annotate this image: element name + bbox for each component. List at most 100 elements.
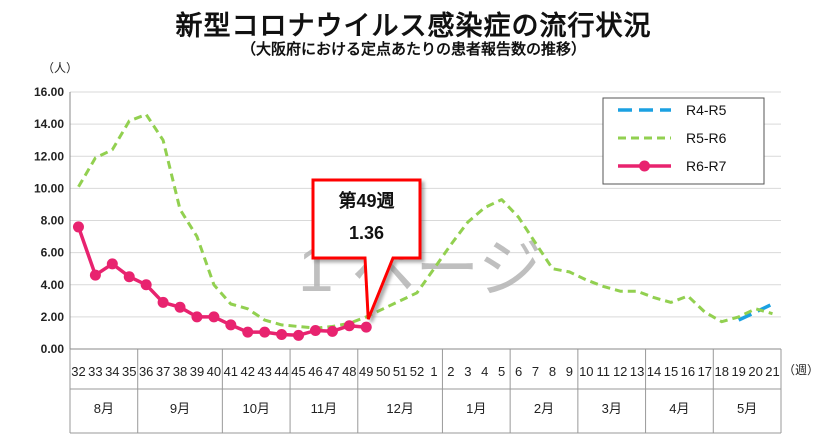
month-label: 9月 xyxy=(170,401,190,416)
month-label: 8月 xyxy=(94,401,114,416)
x-tick-label: 20 xyxy=(748,364,762,379)
legend-box xyxy=(602,97,765,185)
x-tick-label: 41 xyxy=(224,364,238,379)
x-tick-label: 51 xyxy=(393,364,407,379)
x-tick-label: 44 xyxy=(274,364,288,379)
data-point xyxy=(225,319,237,331)
x-tick-label: 49 xyxy=(359,364,373,379)
data-point xyxy=(360,321,372,333)
legend-marker xyxy=(639,160,650,172)
x-tick-label: 50 xyxy=(376,364,390,379)
month-label: 5月 xyxy=(737,401,757,416)
month-label: 12月 xyxy=(386,401,413,416)
x-tick-label: 37 xyxy=(156,364,170,379)
callout: 第49週 1.36 xyxy=(311,178,422,320)
legend-label: R5-R6 xyxy=(686,130,727,146)
x-tick-label: 7 xyxy=(532,364,539,379)
x-tick-label: 46 xyxy=(308,364,322,379)
data-point xyxy=(140,279,152,291)
x-tick-label: 15 xyxy=(664,364,678,379)
x-tick-label: 13 xyxy=(630,364,644,379)
x-tick-label: 11 xyxy=(597,364,611,379)
x-tick-label: 42 xyxy=(241,364,255,379)
x-tick-label: 52 xyxy=(410,364,424,379)
y-tick-label: 6.00 xyxy=(41,246,65,260)
callout-box xyxy=(311,178,422,320)
x-tick-label: 19 xyxy=(731,364,745,379)
data-point xyxy=(208,311,220,323)
data-point xyxy=(89,269,101,281)
x-tick-label: 40 xyxy=(207,364,221,379)
data-point xyxy=(72,221,84,233)
x-tick-label: 33 xyxy=(88,364,102,379)
x-tick-label: 9 xyxy=(566,364,573,379)
data-point xyxy=(106,258,118,270)
y-tick-label: 8.00 xyxy=(41,214,65,228)
series-R6-R7 xyxy=(72,221,372,341)
x-tick-label: 2 xyxy=(447,364,454,379)
y-tick-label: 16.00 xyxy=(34,85,64,99)
month-label: 2月 xyxy=(534,401,554,416)
x-tick-label: 8 xyxy=(549,364,556,379)
x-tick-label: 45 xyxy=(291,364,305,379)
series-line xyxy=(737,302,774,322)
x-tick-label: 35 xyxy=(122,364,136,379)
legend: R4-R5 R5-R6 R6-R7 xyxy=(602,97,765,185)
axes: 0.00 2.00 4.00 6.00 8.00 10.00 12.00 14.00 16.00… xyxy=(34,85,782,434)
month-label: 10月 xyxy=(242,401,269,416)
month-label: 11月 xyxy=(311,401,338,416)
y-tick-label: 0.00 xyxy=(41,342,65,356)
x-tick-label: 43 xyxy=(257,364,271,379)
x-tick-label: 17 xyxy=(698,364,712,379)
x-tick-label: 6 xyxy=(515,364,522,379)
series-lines xyxy=(72,113,774,341)
x-tick-label: 5 xyxy=(498,364,505,379)
data-point xyxy=(157,296,169,308)
month-label: 3月 xyxy=(602,401,622,416)
y-tick-label: 12.00 xyxy=(34,149,64,163)
data-point xyxy=(293,329,305,341)
data-point xyxy=(326,325,338,337)
y-tick-label: 2.00 xyxy=(41,310,65,324)
x-tick-label: 10 xyxy=(579,364,593,379)
month-label: 1月 xyxy=(466,401,486,416)
x-tick-label: 3 xyxy=(464,364,471,379)
x-tick-label: 1 xyxy=(430,364,437,379)
x-tick-label: 39 xyxy=(190,364,204,379)
y-tick-label: 14.00 xyxy=(34,117,64,131)
y-axis-label: （人） xyxy=(42,61,78,75)
x-tick-label: 12 xyxy=(613,364,627,379)
x-tick-label: 34 xyxy=(105,364,119,379)
y-tick-label: 10.00 xyxy=(34,181,64,195)
x-axis-label: （週） xyxy=(783,363,819,377)
legend-label: R4-R5 xyxy=(686,102,727,118)
data-point xyxy=(174,301,186,313)
x-tick-label: 36 xyxy=(139,364,153,379)
legend-label: R6-R7 xyxy=(686,158,727,174)
x-tick-label: 16 xyxy=(681,364,695,379)
x-tick-label: 48 xyxy=(342,364,356,379)
chart-subtitle: （大阪府における定点あたりの患者報告数の推移） xyxy=(240,40,586,58)
data-point xyxy=(309,325,321,337)
data-point xyxy=(259,326,271,338)
data-point xyxy=(276,329,288,341)
x-tick-label: 38 xyxy=(173,364,187,379)
series-R4-R5 xyxy=(737,302,774,322)
x-tick-label: 18 xyxy=(715,364,729,379)
data-point xyxy=(123,271,135,283)
data-point xyxy=(191,311,203,323)
x-tick-label: 21 xyxy=(765,364,779,379)
x-tick-label: 32 xyxy=(71,364,85,379)
data-point xyxy=(242,326,254,338)
x-tick-label: 14 xyxy=(647,364,661,379)
callout-week: 第49週 xyxy=(338,190,394,211)
x-tick-label: 47 xyxy=(325,364,339,379)
month-label: 4月 xyxy=(669,401,689,416)
data-point xyxy=(343,320,355,332)
series-line xyxy=(77,113,773,330)
series-R5-R6 xyxy=(77,113,773,330)
x-tick-label: 4 xyxy=(481,364,488,379)
chart-title: 新型コロナウイルス感染症の流行状況 xyxy=(175,11,652,42)
callout-value: 1.36 xyxy=(349,223,384,243)
